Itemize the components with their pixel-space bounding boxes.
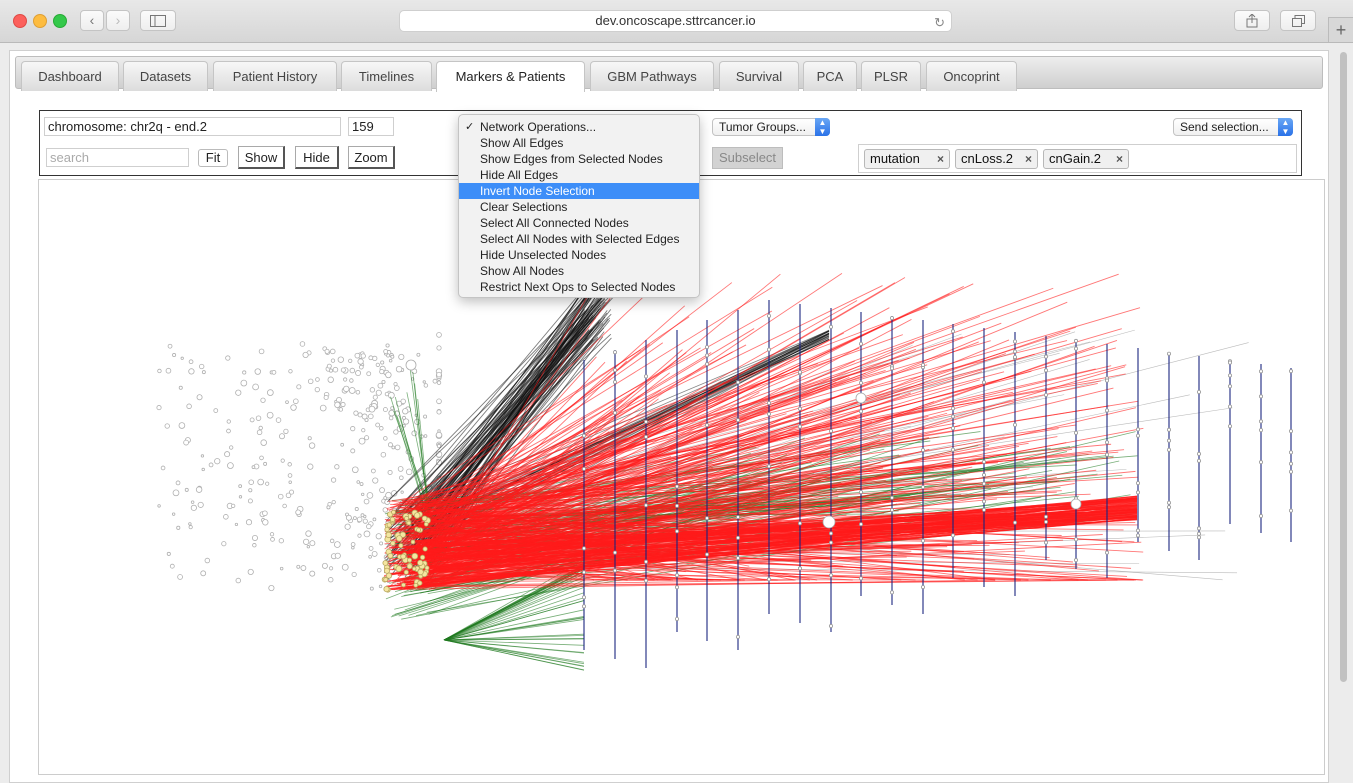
chromosome-field[interactable]: chromosome: chr2q - end.2 <box>44 117 341 136</box>
menu-item-network-operations[interactable]: ✓ Network Operations... <box>459 119 699 135</box>
selected-patient-nodes <box>381 359 1082 593</box>
tab-plsr[interactable]: PLSR <box>861 61 921 91</box>
forward-icon: › <box>115 12 121 28</box>
menu-item-select-connected-nodes[interactable]: Select All Connected Nodes <box>480 216 629 230</box>
back-button[interactable]: ‹ <box>80 10 104 31</box>
share-icon <box>1246 13 1258 28</box>
tumor-groups-select[interactable]: Tumor Groups... ▲ ▼ <box>712 118 830 136</box>
tab-markers-patients[interactable]: Markers & Patients <box>436 61 585 92</box>
tab-timelines[interactable]: Timelines <box>341 61 432 91</box>
menu-item-restrict-next-ops[interactable]: Restrict Next Ops to Selected Nodes <box>480 280 676 294</box>
tabs-overview-button[interactable] <box>1280 10 1316 31</box>
reload-icon[interactable]: ↻ <box>934 15 945 30</box>
tag-label: cnLoss.2 <box>961 151 1014 166</box>
remove-tag-icon[interactable]: × <box>1115 152 1123 166</box>
chromosome-bars <box>582 300 1294 668</box>
new-tab-button[interactable]: + <box>1328 17 1353 42</box>
share-button[interactable] <box>1234 10 1270 31</box>
send-selection-label: Send selection... <box>1180 120 1269 134</box>
tag-mutation: mutation × <box>864 149 950 169</box>
back-icon: ‹ <box>89 12 95 28</box>
tab-pca[interactable]: PCA <box>803 61 857 91</box>
tab-bar: Dashboard Datasets Patient History Timel… <box>15 56 1323 92</box>
browser-toolbar: ‹ › dev.oncoscape.sttrcancer.io ↻ <box>0 0 1353 43</box>
tag-cnloss: cnLoss.2 × <box>955 149 1038 169</box>
tumor-groups-label: Tumor Groups... <box>719 120 806 134</box>
zoom-window-icon[interactable] <box>53 14 67 28</box>
page-scrollbar[interactable] <box>1340 52 1347 682</box>
select-arrows-icon: ▲ ▼ <box>815 118 830 136</box>
plus-icon: + <box>1335 20 1347 40</box>
menu-item-select-nodes-with-edges[interactable]: Select All Nodes with Selected Edges <box>480 232 680 246</box>
subselect-button[interactable]: Subselect <box>712 147 783 169</box>
menu-item-invert-node-selection[interactable]: Invert Node Selection <box>459 183 699 199</box>
menu-item-label: Network Operations... <box>480 120 597 134</box>
tag-label: cnGain.2 <box>1049 151 1102 166</box>
network-operations-menu[interactable]: ✓ Network Operations... Show All Edges Sh… <box>458 114 700 298</box>
address-bar[interactable]: dev.oncoscape.sttrcancer.io ↻ <box>399 10 952 32</box>
fit-button[interactable]: Fit <box>198 149 228 167</box>
patient-cloud <box>156 332 443 592</box>
tab-oncoprint[interactable]: Oncoprint <box>926 61 1017 91</box>
network-graph[interactable] <box>39 180 1324 774</box>
send-selection-select[interactable]: Send selection... ▲ ▼ <box>1173 118 1293 136</box>
tag-cngain: cnGain.2 × <box>1043 149 1129 169</box>
count-field[interactable]: 159 <box>348 117 394 136</box>
hide-button[interactable]: Hide <box>295 146 339 169</box>
url-text: dev.oncoscape.sttrcancer.io <box>595 13 756 28</box>
forward-button[interactable]: › <box>106 10 130 31</box>
menu-item-hide-all-edges[interactable]: Hide All Edges <box>480 168 559 182</box>
checkmark-icon: ✓ <box>465 121 475 133</box>
select-arrows-icon: ▲ ▼ <box>1278 118 1293 136</box>
sidebar-toggle-button[interactable] <box>140 10 176 31</box>
remove-tag-icon[interactable]: × <box>1024 152 1032 166</box>
sidebar-icon <box>150 15 166 27</box>
show-button[interactable]: Show <box>238 146 285 169</box>
tab-dashboard[interactable]: Dashboard <box>21 61 119 91</box>
edge-type-tag-box[interactable]: mutation × cnLoss.2 × cnGain.2 × <box>858 144 1297 173</box>
zoom-button[interactable]: Zoom <box>348 146 395 169</box>
close-window-icon[interactable] <box>13 14 27 28</box>
tab-patient-history[interactable]: Patient History <box>213 61 337 91</box>
tag-label: mutation <box>870 151 920 166</box>
menu-item-show-edges-selected[interactable]: Show Edges from Selected Nodes <box>480 152 663 166</box>
menu-item-clear-selections[interactable]: Clear Selections <box>480 200 568 214</box>
tab-gbm-pathways[interactable]: GBM Pathways <box>590 61 714 91</box>
menu-item-hide-unselected-nodes[interactable]: Hide Unselected Nodes <box>480 248 607 262</box>
menu-item-show-all-edges[interactable]: Show All Edges <box>480 136 564 150</box>
tabs-icon <box>1291 15 1305 27</box>
tab-survival[interactable]: Survival <box>719 61 799 91</box>
search-input[interactable]: search <box>46 148 189 167</box>
minimize-window-icon[interactable] <box>33 14 47 28</box>
menu-item-show-all-nodes[interactable]: Show All Nodes <box>480 264 565 278</box>
network-edges <box>383 271 1249 671</box>
tab-datasets[interactable]: Datasets <box>123 61 208 91</box>
remove-tag-icon[interactable]: × <box>936 152 944 166</box>
